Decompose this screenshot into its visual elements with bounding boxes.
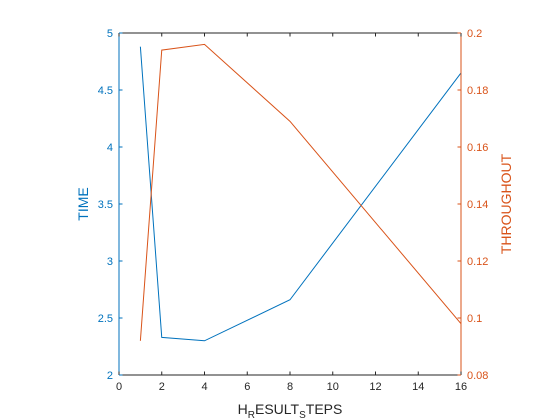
x-tick-label-2: 2 bbox=[159, 381, 165, 393]
right-tick-label-0.16: 0.16 bbox=[467, 142, 488, 154]
right-tick-label-0.2: 0.2 bbox=[467, 28, 482, 40]
labels-layer: TIME THROUGHOUT HRESULTSTEPS bbox=[75, 153, 514, 420]
x-label-part-3: TEPS bbox=[306, 401, 343, 417]
x-label-part-1: H bbox=[238, 401, 248, 417]
left-tick-label-3.5: 3.5 bbox=[98, 199, 113, 211]
x-tick-label-10: 10 bbox=[327, 381, 339, 393]
x-tick-label-12: 12 bbox=[369, 381, 381, 393]
left-tick-label-4: 4 bbox=[107, 142, 113, 154]
axes-layer: 0 2 4 6 8 10 12 14 1622.533.544.550.080.10.120.1… bbox=[98, 28, 489, 393]
left-tick-label-4.5: 4.5 bbox=[98, 85, 113, 97]
x-axis-label: HRESULTSTEPS bbox=[238, 401, 343, 420]
left-axis-label: TIME bbox=[75, 187, 91, 220]
right-tick-label-0.18: 0.18 bbox=[467, 85, 488, 97]
left-tick-label-5: 5 bbox=[107, 28, 113, 40]
x-label-sub-1: R bbox=[248, 410, 255, 420]
left-tick-label-3: 3 bbox=[107, 256, 113, 268]
left-tick-label-2: 2 bbox=[107, 370, 113, 382]
right-tick-label-0.1: 0.1 bbox=[467, 313, 482, 325]
right-tick-label-0.14: 0.14 bbox=[467, 199, 488, 211]
x-tick-label-8: 8 bbox=[287, 381, 293, 393]
x-label-sub-2: S bbox=[299, 410, 306, 420]
x-tick-label-6: 6 bbox=[244, 381, 250, 393]
x-tick-label-16: 16 bbox=[455, 381, 467, 393]
x-tick-label-4: 4 bbox=[201, 381, 207, 393]
right-axis-label: THROUGHOUT bbox=[498, 153, 514, 254]
x-label-part-2: ESULT bbox=[255, 401, 300, 417]
right-tick-label-0.08: 0.08 bbox=[467, 370, 488, 382]
x-tick-label-14: 14 bbox=[412, 381, 424, 393]
left-tick-label-2.5: 2.5 bbox=[98, 313, 113, 325]
x-tick-label-0: 0 bbox=[116, 381, 122, 393]
series-line-left-0 bbox=[139, 46, 462, 342]
right-tick-label-0.12: 0.12 bbox=[467, 256, 488, 268]
plot-area bbox=[119, 33, 461, 375]
series-line-right-1 bbox=[139, 43, 462, 341]
series-layer bbox=[139, 43, 462, 342]
